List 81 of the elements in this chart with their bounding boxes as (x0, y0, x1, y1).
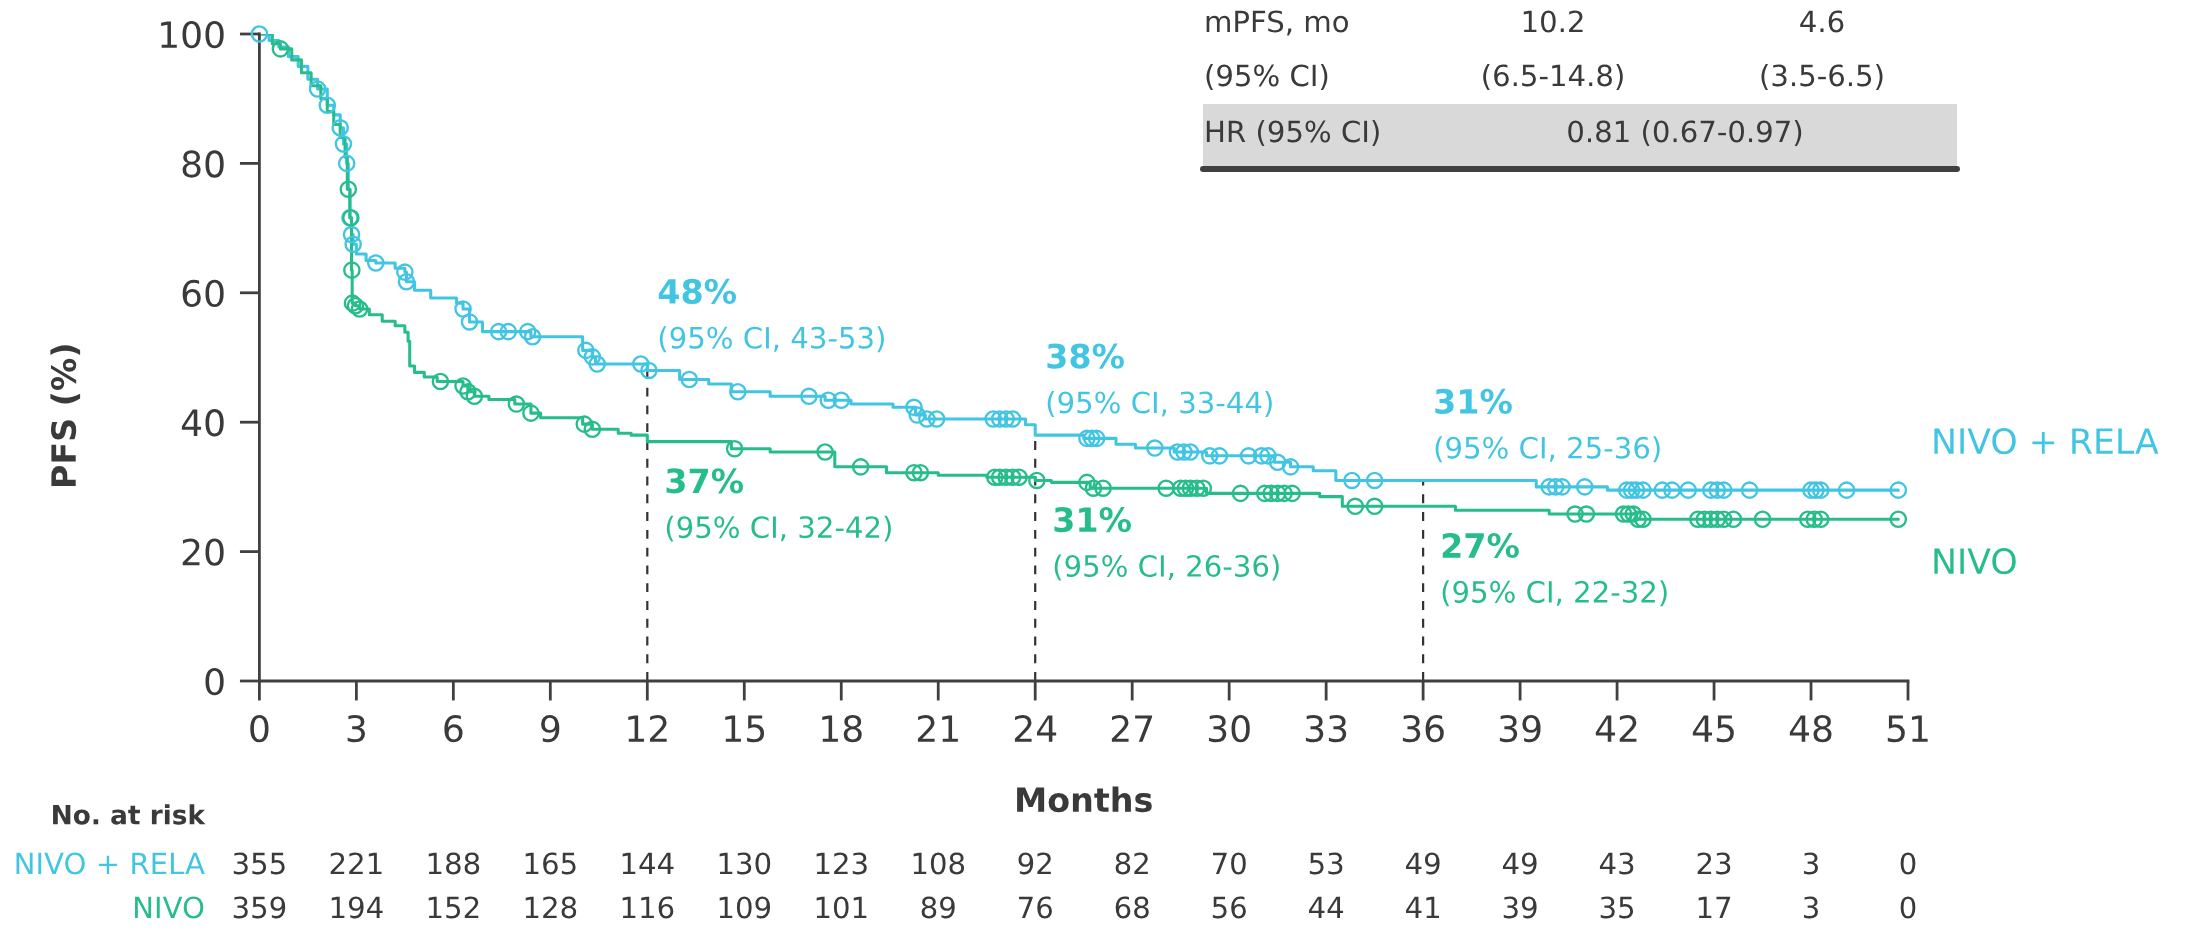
data-label: 38% (95% CI, 33-44) (1047, 343, 1272, 417)
x-tick-label: 15 (725, 715, 765, 743)
x-tick-label: 3 (347, 714, 365, 743)
text: 144 (622, 852, 674, 875)
y-tick-label: 60 (182, 279, 224, 308)
text: 108 (913, 852, 965, 875)
text: 188 (428, 852, 480, 875)
text: NIVO + RELA (16, 852, 205, 875)
text: 23 (1697, 852, 1731, 875)
x-tick-label: 45 (1692, 715, 1734, 743)
text: 101 (816, 896, 867, 919)
annotation: (6.5-14.8) (1483, 63, 1623, 90)
x-tick-label: 6 (444, 714, 463, 743)
series-label: NIVO + RELA (1934, 427, 2159, 455)
text: 53 (1309, 852, 1343, 875)
annotation: mPFS, mo (1206, 10, 1348, 36)
text: 56 (1212, 896, 1246, 919)
x-tick-label: 30 (1208, 714, 1250, 743)
text: 92 (1018, 852, 1051, 875)
text: 70 (1213, 852, 1246, 875)
y-tick-label: 0 (205, 667, 224, 696)
data-label: 48% (95% CI, 43-53) (658, 278, 884, 353)
y-tick-label: 100 (161, 20, 224, 49)
x-tick-label: 21 (917, 714, 958, 742)
annotation: 0.81 (0.67-0.97) (1568, 119, 1802, 146)
text: 109 (719, 896, 771, 919)
x-tick-label: 18 (822, 714, 862, 743)
text: 39 (1503, 896, 1537, 919)
x-tick-label: 42 (1595, 714, 1637, 742)
text: 0 (1900, 896, 1916, 919)
text: 123 (816, 852, 867, 875)
text: 17 (1698, 896, 1731, 919)
data-label: 27% (95% CI, 22-32) (1442, 532, 1667, 607)
text: 35 (1600, 896, 1634, 919)
annotation: HR (95% CI) (1206, 119, 1379, 146)
text: NIVO (135, 896, 204, 919)
text: 76 (1019, 896, 1052, 919)
y-tick-label: 20 (182, 538, 224, 566)
text: 355 (233, 852, 285, 875)
data-label: 31% (95% CI, 25-36) (1435, 388, 1660, 463)
text: 49 (1405, 852, 1440, 875)
text: 0 (1900, 852, 1916, 875)
x-tick-label: 27 (1111, 714, 1153, 742)
text: 359 (233, 896, 286, 919)
text: 165 (525, 852, 576, 875)
text: 44 (1309, 896, 1344, 919)
y-axis-title: PFS (%) (50, 345, 81, 487)
text: 194 (331, 896, 383, 919)
text: 49 (1502, 852, 1537, 875)
x-tick-label: 24 (1014, 714, 1057, 742)
x-tick-label: 48 (1789, 714, 1832, 743)
text: 3 (1803, 896, 1818, 919)
data-label: 37% (95% CI, 32-42) (666, 468, 891, 542)
x-tick-label: 0 (250, 714, 269, 743)
text: 221 (330, 852, 382, 875)
text: 68 (1115, 896, 1149, 919)
text: 130 (719, 852, 771, 875)
x-tick-label: 12 (628, 714, 667, 742)
y-tick-label: 40 (181, 409, 224, 437)
annotation: (95% CI) (1206, 63, 1328, 90)
text: No. at risk (53, 804, 206, 825)
x-tick-label: 33 (1305, 714, 1347, 743)
annotation: (3.5-6.5) (1761, 63, 1883, 90)
y-tick-label: 80 (182, 150, 224, 178)
x-tick-label: 36 (1402, 714, 1444, 743)
series-label: NIVO (1934, 548, 2016, 575)
text: 4.6 (1800, 10, 1844, 33)
text: 10.2 (1523, 10, 1583, 33)
text: 82 (1115, 852, 1148, 875)
text: 41 (1405, 896, 1439, 919)
text: 89 (921, 896, 955, 919)
x-tick-label: 39 (1499, 714, 1541, 743)
x-tick-label: 51 (1887, 715, 1928, 743)
x-axis-title: Months (1017, 786, 1152, 813)
text: 3 (1803, 852, 1818, 875)
data-label: 31% (95% CI, 26-36) (1054, 507, 1279, 581)
text: 128 (525, 896, 577, 919)
text: 116 (622, 896, 674, 919)
text: 152 (428, 896, 479, 919)
text: 43 (1599, 852, 1634, 875)
x-tick-label: 9 (541, 714, 560, 743)
